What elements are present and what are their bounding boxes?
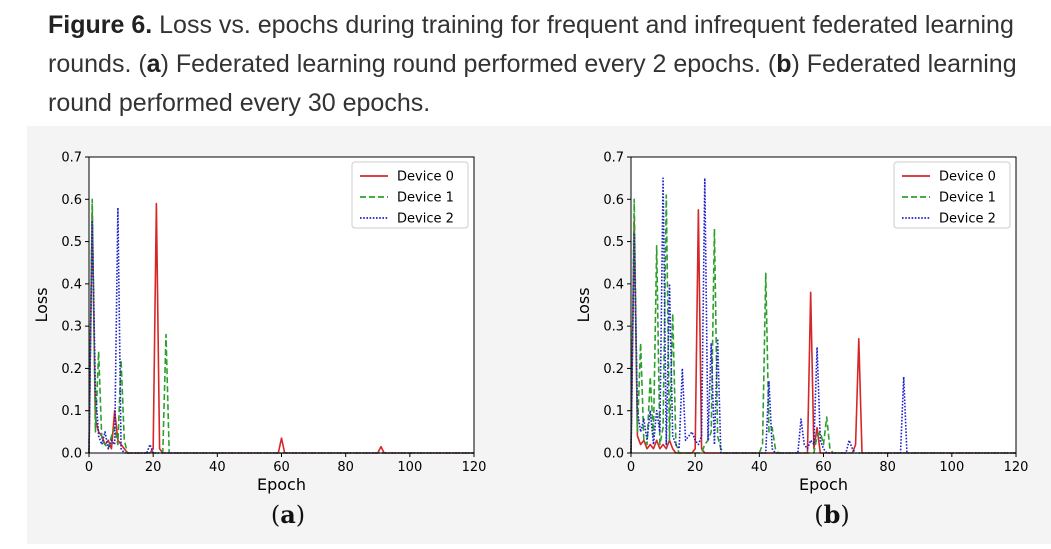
x-tick-label: 0 xyxy=(85,460,93,475)
y-tick-label: 0.0 xyxy=(61,447,82,462)
y-tick-label: 0.2 xyxy=(61,362,82,377)
y-tick-label: 0.7 xyxy=(603,151,624,166)
y-tick-label: 0.0 xyxy=(603,447,624,462)
y-tick-label: 0.4 xyxy=(603,277,624,292)
x-axis-label: Epoch xyxy=(257,475,306,494)
legend-label-device-1: Device 1 xyxy=(939,191,996,206)
caption-letter-a: a xyxy=(146,50,161,78)
subfigure-label-a: (a) xyxy=(270,500,306,529)
chart-a: 0 20 40 60 80 100 120 0.0 0.1 0.2 0.3 0.4 0.5 0.6 0.7 E… xyxy=(32,151,487,495)
y-tick-label: 0.3 xyxy=(603,320,624,335)
x-tick-label: 0 xyxy=(627,460,635,475)
x-tick-label: 40 xyxy=(751,460,768,475)
x-axis-label: Epoch xyxy=(799,475,848,494)
x-tick-label: 120 xyxy=(462,460,487,475)
y-tick-label: 0.3 xyxy=(61,320,82,335)
caption-text-3: ) Federated learning round performed eve… xyxy=(48,50,1017,117)
x-tick-label: 80 xyxy=(337,460,354,475)
x-tick-label: 80 xyxy=(879,460,896,475)
y-tick-label: 0.1 xyxy=(603,404,624,419)
y-tick-label: 0.1 xyxy=(61,404,82,419)
y-tick-label: 0.6 xyxy=(603,193,624,208)
legend-label-device-2: Device 2 xyxy=(939,212,996,227)
series-line-device-1 xyxy=(88,198,474,454)
caption-text-1: Loss vs. epochs during training for freq… xyxy=(48,11,1014,78)
y-tick-label: 0.6 xyxy=(61,193,82,208)
x-tick-label: 60 xyxy=(815,460,832,475)
x-tick-label: 120 xyxy=(1004,460,1029,475)
y-tick-label: 0.5 xyxy=(61,235,82,250)
x-tick-label: 20 xyxy=(145,460,162,475)
x-tick-label: 100 xyxy=(397,460,422,475)
legend-label-device-2: Device 2 xyxy=(397,212,454,227)
figure-panel: 0 20 40 60 80 100 120 0.0 0.1 0.2 0.3 0.4 0.5 0.6 0.7 E… xyxy=(27,126,1051,544)
y-axis-label: Loss xyxy=(574,287,593,322)
caption-letter-b: b xyxy=(776,50,792,78)
legend-box xyxy=(351,161,469,229)
figure-caption: Figure 6. Loss vs. epochs during trainin… xyxy=(48,6,1028,123)
y-tick-label: 0.2 xyxy=(603,362,624,377)
x-tick-label: 40 xyxy=(209,460,226,475)
series-line-device-2 xyxy=(88,206,474,454)
caption-text-2: ) Federated learning round performed eve… xyxy=(160,50,777,78)
legend-label-device-0: Device 0 xyxy=(397,170,454,185)
x-tick-label: 60 xyxy=(273,460,290,475)
y-tick-label: 0.4 xyxy=(61,277,82,292)
y-axis-label: Loss xyxy=(32,287,51,322)
legend-box xyxy=(893,161,1011,229)
legend-label-device-1: Device 1 xyxy=(397,191,454,206)
legend-label-device-0: Device 0 xyxy=(939,170,996,185)
y-tick-label: 0.7 xyxy=(61,151,82,166)
series-line-device-1 xyxy=(630,194,1016,454)
x-tick-label: 100 xyxy=(939,460,964,475)
chart-b: 0 20 40 60 80 100 120 0.0 0.1 0.2 0.3 0.4 0.5 0.6 0.7 E… xyxy=(574,151,1029,495)
y-tick-label: 0.5 xyxy=(603,235,624,250)
subfigure-label-b: (b) xyxy=(814,500,850,529)
x-tick-label: 20 xyxy=(687,460,704,475)
figure-label: Figure 6. xyxy=(48,11,153,39)
